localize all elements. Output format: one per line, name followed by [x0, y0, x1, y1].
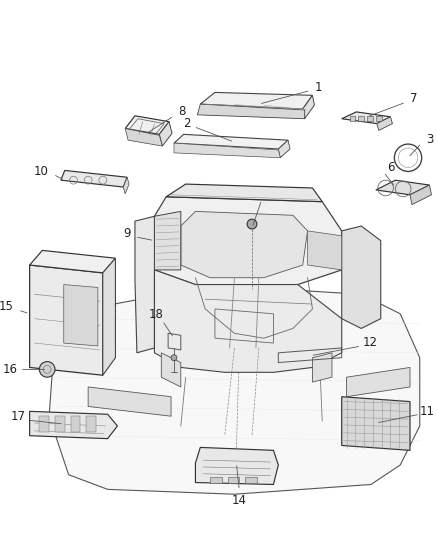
Circle shape: [171, 355, 177, 361]
Polygon shape: [228, 477, 239, 482]
Polygon shape: [30, 411, 117, 439]
Polygon shape: [174, 143, 280, 158]
Polygon shape: [49, 289, 420, 494]
Polygon shape: [61, 171, 127, 187]
Polygon shape: [30, 265, 103, 375]
Polygon shape: [161, 353, 181, 387]
Text: 7: 7: [410, 92, 418, 105]
Text: 6: 6: [387, 161, 394, 174]
Polygon shape: [367, 116, 373, 120]
Polygon shape: [135, 216, 155, 353]
Polygon shape: [210, 477, 222, 482]
Text: 15: 15: [0, 300, 14, 312]
Polygon shape: [103, 258, 116, 375]
Text: 12: 12: [363, 336, 378, 349]
Text: 8: 8: [178, 106, 185, 118]
Polygon shape: [39, 416, 49, 432]
Text: 17: 17: [11, 410, 25, 423]
Polygon shape: [155, 226, 181, 270]
Polygon shape: [350, 116, 355, 120]
Polygon shape: [200, 92, 312, 109]
Polygon shape: [88, 387, 171, 416]
Polygon shape: [358, 116, 364, 120]
Text: 1: 1: [314, 81, 322, 94]
Polygon shape: [125, 116, 169, 134]
Polygon shape: [198, 104, 305, 119]
Circle shape: [39, 361, 55, 377]
Polygon shape: [159, 122, 172, 146]
Polygon shape: [55, 416, 65, 432]
Text: 10: 10: [34, 165, 49, 178]
Text: 2: 2: [183, 117, 191, 130]
Polygon shape: [86, 416, 96, 432]
Text: 5: 5: [264, 188, 271, 201]
Polygon shape: [195, 447, 278, 484]
Polygon shape: [303, 95, 314, 119]
Polygon shape: [123, 177, 129, 194]
Text: 3: 3: [426, 133, 433, 146]
Polygon shape: [342, 397, 410, 450]
Polygon shape: [174, 134, 288, 149]
Polygon shape: [342, 226, 381, 328]
Circle shape: [247, 219, 257, 229]
Polygon shape: [312, 353, 332, 382]
Polygon shape: [410, 185, 431, 205]
Polygon shape: [346, 367, 410, 397]
Polygon shape: [155, 197, 342, 289]
Text: 18: 18: [149, 308, 164, 321]
Polygon shape: [181, 212, 307, 278]
Polygon shape: [245, 477, 257, 482]
Polygon shape: [125, 128, 162, 146]
Polygon shape: [307, 231, 342, 270]
Polygon shape: [71, 416, 80, 432]
Polygon shape: [278, 140, 290, 158]
Text: 16: 16: [3, 363, 18, 376]
Polygon shape: [64, 285, 98, 346]
Polygon shape: [155, 270, 342, 373]
Polygon shape: [155, 212, 181, 270]
Text: 14: 14: [232, 494, 247, 506]
Polygon shape: [30, 251, 116, 273]
Polygon shape: [377, 117, 392, 131]
Polygon shape: [342, 112, 391, 124]
Text: 11: 11: [420, 405, 435, 418]
Polygon shape: [166, 184, 322, 201]
Text: 9: 9: [124, 228, 131, 240]
Polygon shape: [376, 180, 430, 195]
Polygon shape: [376, 116, 381, 120]
